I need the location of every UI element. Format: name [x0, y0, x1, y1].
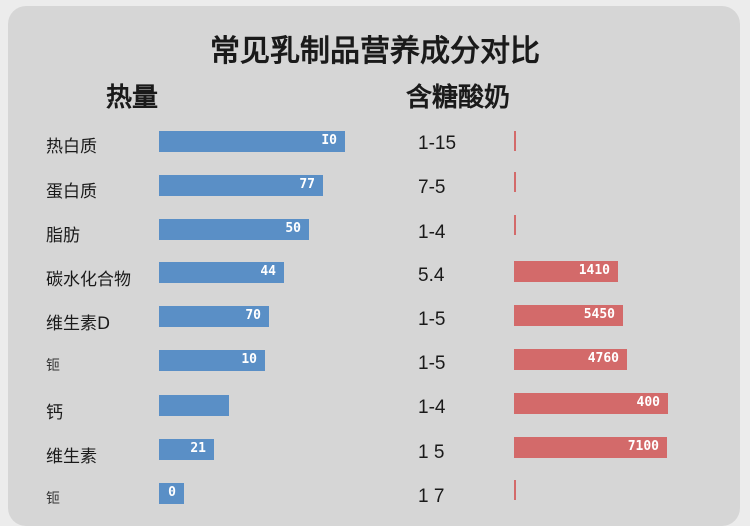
bar-calories: 0: [159, 483, 184, 504]
bar-sugar-yogurt: 4760: [514, 349, 627, 370]
bar-calories: 50: [159, 219, 309, 240]
sugar-yogurt-value: 1 7: [418, 486, 445, 507]
row-label: 碳水化合物: [46, 270, 131, 290]
bar-value: 5450: [583, 307, 615, 322]
bar-sugar-yogurt: [514, 215, 516, 235]
bar-value: I0: [321, 133, 337, 148]
bar-value: 4760: [587, 351, 619, 366]
bar-sugar-yogurt: 1410: [514, 261, 618, 282]
bar-sugar-yogurt: [514, 480, 516, 500]
row-label: 钷: [46, 358, 60, 374]
bar-sugar-yogurt: 5450: [514, 305, 623, 326]
sugar-yogurt-value: 5.4: [418, 265, 445, 286]
bar-value: 50: [285, 221, 301, 236]
bar-sugar-yogurt: [514, 172, 516, 192]
row-label: 钷: [46, 491, 60, 507]
bar-value: 70: [245, 308, 261, 323]
bar-calories: 21: [159, 439, 214, 460]
sugar-yogurt-value: 1-5: [418, 309, 446, 330]
bar-calories: 77: [159, 175, 323, 196]
row-label: 钙: [46, 403, 63, 423]
bar-calories: [159, 395, 229, 416]
row-label: 热白质: [46, 137, 97, 157]
sugar-yogurt-value: 1-5: [418, 353, 446, 374]
left-panel-title: 热量: [106, 83, 159, 113]
chart-title: 常见乳制品营养成分对比: [210, 34, 540, 69]
row-label: 脂肪: [46, 226, 80, 246]
bar-sugar-yogurt: 7100: [514, 437, 667, 458]
bar-sugar-yogurt: 400: [514, 393, 668, 414]
sugar-yogurt-value: 7-5: [418, 177, 446, 198]
row-label: 维生素: [46, 447, 97, 467]
right-panel-title: 含糖酸奶: [406, 83, 511, 113]
sugar-yogurt-value: 1-15: [418, 133, 457, 154]
bar-value: 1410: [578, 263, 610, 278]
bar-value: 21: [190, 441, 206, 456]
bar-calories: 44: [159, 262, 284, 283]
bar-sugar-yogurt: [514, 131, 516, 151]
bar-value: 7100: [627, 439, 659, 454]
row-label: 蛋白质: [46, 182, 97, 202]
bar-value: 44: [260, 264, 276, 279]
sugar-yogurt-value: 1-4: [418, 222, 446, 243]
row-label: 维生素D: [46, 314, 111, 334]
bar-value: 0: [168, 485, 176, 500]
bar-value: 77: [299, 177, 315, 192]
bar-calories: 10: [159, 350, 265, 371]
sugar-yogurt-value: 1 5: [418, 442, 445, 463]
bar-value: 400: [636, 395, 660, 410]
bar-calories: I0: [159, 131, 345, 152]
bar-calories: 70: [159, 306, 269, 327]
bar-value: 10: [241, 352, 257, 367]
sugar-yogurt-value: 1-4: [418, 397, 446, 418]
